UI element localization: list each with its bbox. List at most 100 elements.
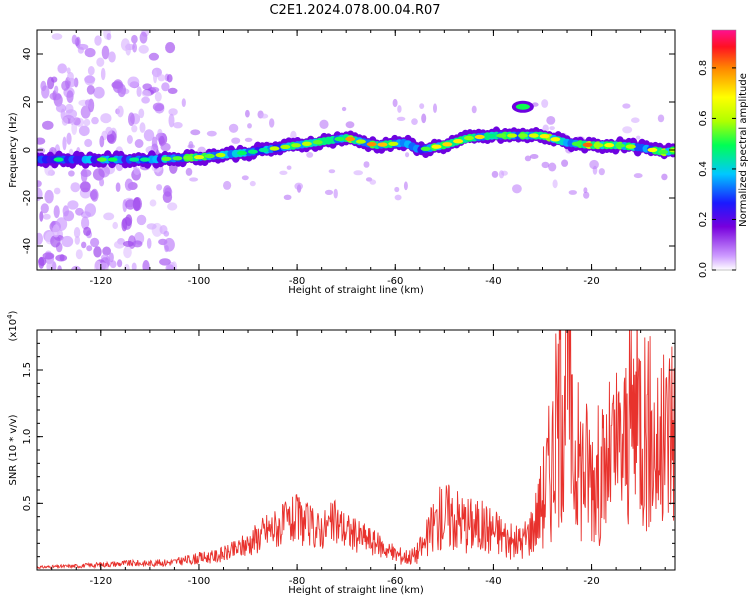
noise-blob [132, 42, 138, 53]
noise-blob [188, 141, 194, 149]
noise-blob [189, 177, 199, 182]
noise-blob [39, 211, 44, 222]
noise-blob [166, 74, 173, 83]
noise-blob [70, 182, 81, 193]
noise-blob [405, 152, 410, 158]
ridge-core [517, 133, 528, 138]
noise-blob [99, 135, 105, 148]
ridge-core [388, 141, 399, 146]
ridge-core [183, 155, 194, 160]
noise-blob [583, 191, 590, 199]
noise-blob [657, 114, 665, 123]
noise-blob [42, 213, 51, 220]
noise-blob [622, 126, 633, 134]
snr-panel: -120 -100 -80 -60 -40 -20 0.5 1.0 1.5 SNR (10 * … [6, 310, 676, 596]
noise-blob [173, 122, 183, 129]
noise-blob [159, 258, 171, 266]
noise-blob [633, 173, 643, 179]
colorbar-tick-label: 0.0 [698, 262, 709, 278]
noise-blob [156, 184, 163, 191]
noise-blob [148, 52, 159, 61]
snr-multiplier-exponent: 4 [6, 314, 14, 319]
noise-blob [411, 118, 418, 125]
spectrogram-x-tick-label: -40 [485, 276, 501, 287]
noise-blob [419, 103, 425, 109]
noise-blob [49, 92, 62, 101]
noise-blob [286, 165, 292, 170]
noise-blob [65, 109, 78, 119]
noise-blob [136, 86, 142, 97]
ridge-core [571, 141, 582, 146]
noise-blob [433, 103, 437, 113]
snr-x-tick-label: -60 [387, 576, 403, 587]
ridge-core [161, 156, 172, 161]
noise-blob [139, 31, 148, 44]
noise-blob [40, 80, 47, 92]
spectrogram-plot-area [37, 30, 675, 270]
noise-blob [146, 238, 152, 249]
noise-blob [260, 113, 269, 119]
noise-blob [290, 130, 297, 141]
noise-blob [61, 235, 74, 248]
noise-blob [568, 190, 577, 195]
noise-blob [117, 83, 126, 98]
snr-x-tick-label: -120 [89, 576, 112, 587]
spectrogram-x-axis-label: Height of straight line (km) [288, 285, 424, 296]
noise-blob [561, 159, 569, 167]
ridge-core [625, 144, 636, 149]
noise-blob [245, 109, 250, 118]
noise-blob [67, 71, 74, 82]
snr-plot-area [37, 330, 675, 570]
ridge-core [323, 138, 334, 143]
noise-blob [117, 259, 123, 268]
ridge-core [107, 157, 118, 162]
noise-blob [228, 123, 239, 133]
noise-blob [541, 161, 550, 169]
noise-blob [125, 199, 136, 210]
spectrogram-x-tick-label: -120 [89, 276, 112, 287]
noise-blob [83, 118, 91, 127]
noise-blob [123, 246, 132, 259]
noise-blob [84, 47, 96, 58]
ridge-core [140, 157, 150, 162]
noise-blob [524, 155, 532, 162]
ridge-core [301, 141, 312, 146]
ridge-core [604, 143, 615, 148]
ridge-core [280, 144, 291, 150]
noise-blob [61, 80, 70, 91]
noise-blob [131, 125, 138, 133]
noise-blob [392, 98, 398, 108]
noise-blob [160, 142, 171, 152]
ridge-core [355, 139, 366, 144]
noise-blob [94, 35, 102, 46]
ridge-core [366, 142, 377, 147]
ridge-core [539, 134, 550, 139]
noise-blob [105, 126, 113, 135]
noise-blob [101, 45, 110, 60]
noise-blob [353, 170, 364, 176]
spectrogram-y-axis-label: Frequency (Hz) [8, 112, 19, 188]
ridge-core [420, 146, 431, 151]
noise-blob [81, 216, 90, 230]
ridge-core [334, 136, 345, 142]
noise-blob [42, 252, 55, 260]
noise-blob [636, 135, 641, 140]
noise-blob [84, 138, 93, 148]
noise-blob [206, 130, 217, 137]
noise-blob [84, 75, 96, 84]
ridge-core [258, 147, 269, 153]
ridge-core [453, 139, 464, 144]
noise-blob [168, 113, 175, 128]
noise-blob [53, 187, 61, 195]
noise-blob [149, 199, 157, 207]
noise-blob [62, 205, 69, 217]
snr-multiplier-close: ) [8, 310, 19, 314]
ridge-core [474, 134, 485, 140]
noise-blob [132, 240, 143, 248]
spectrogram-y-tick-label: -40 [22, 238, 33, 254]
ridge-core [194, 155, 204, 160]
spectrogram-y-tick-label: 0 [22, 147, 33, 153]
noise-blob [75, 207, 84, 216]
noise-blob [269, 118, 275, 128]
